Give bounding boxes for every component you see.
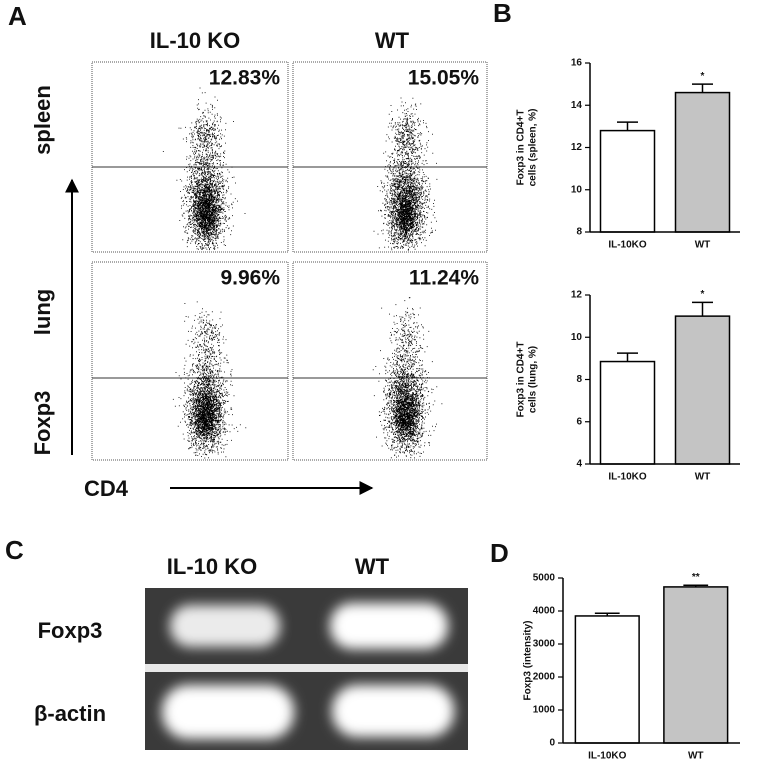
gel-column: IL-10 KO	[167, 554, 257, 579]
bar	[574, 615, 640, 744]
bar	[663, 586, 729, 744]
y-axis-label: cells (spleen, %)	[528, 109, 539, 187]
x-tick-label: WT	[695, 472, 711, 483]
y-tick-label: 12	[571, 142, 583, 153]
y-tick-label: 3000	[533, 639, 556, 650]
x-tick-label: WT	[695, 240, 711, 251]
bar	[599, 129, 656, 233]
x-tick-label: IL-10KO	[588, 751, 627, 762]
y-tick-label: 1000	[533, 705, 556, 716]
y-tick-label: 2000	[533, 672, 556, 683]
gel-row: β-actin	[34, 701, 106, 726]
y-tick-label: 8	[576, 374, 582, 385]
y-tick-label: 8	[576, 227, 582, 238]
flow-x-label: CD4	[84, 476, 129, 501]
flow-plot-frame	[292, 261, 488, 461]
y-tick-label: 10	[571, 184, 583, 195]
flow-column: IL-10 KO	[150, 28, 240, 53]
flow-column: WT	[375, 28, 410, 53]
gel	[145, 588, 468, 750]
flow-dots	[172, 301, 247, 459]
significance: *	[701, 289, 705, 300]
bar	[674, 91, 731, 233]
flow-dots	[373, 97, 438, 251]
flow-percentage: 12.83%	[209, 67, 281, 90]
flow-y-label: Foxp3	[30, 391, 55, 456]
flow-plot-frame	[91, 261, 289, 461]
y-axis-label: Foxp3 in CD4+T	[516, 110, 527, 186]
y-tick-label: 4	[576, 459, 582, 470]
y-tick-label: 14	[571, 100, 583, 111]
panel-letter: D	[490, 538, 509, 568]
y-tick-label: 12	[571, 290, 583, 301]
flow-dots	[372, 297, 443, 459]
gel-column: WT	[355, 554, 390, 579]
flow-plot-frame	[292, 61, 488, 253]
flow-row: lung	[30, 289, 55, 335]
x-tick-label: IL-10KO	[608, 472, 647, 483]
significance: *	[701, 71, 705, 82]
y-tick-label: 6	[576, 416, 582, 427]
flow-plot-frame	[91, 61, 289, 253]
y-axis-label: cells (lung, %)	[528, 346, 539, 413]
y-tick-label: 5000	[533, 573, 556, 584]
y-tick-label: 10	[571, 332, 583, 343]
significance: **	[692, 572, 700, 583]
bar	[674, 315, 731, 465]
flow-row: spleen	[30, 85, 55, 155]
panel-letter: C	[5, 535, 24, 565]
panel-letter: B	[493, 0, 512, 28]
panel-letter: A	[8, 1, 27, 31]
y-tick-label: 16	[571, 58, 583, 69]
y-axis-label: Foxp3 (intensity)	[523, 620, 534, 700]
flow-dots	[162, 87, 246, 251]
flow-percentage: 9.96%	[220, 267, 280, 290]
y-tick-label: 0	[549, 738, 555, 749]
flow-plots: 12.83% 15.05% 9.96% 11.24%	[91, 61, 488, 461]
flow-percentage: 11.24%	[409, 267, 479, 290]
x-tick-label: IL-10KO	[608, 240, 647, 251]
gel-row: Foxp3	[38, 618, 103, 643]
bar	[599, 360, 656, 465]
y-axis-label: Foxp3 in CD4+T	[516, 342, 527, 418]
y-tick-label: 4000	[533, 606, 556, 617]
x-tick-label: WT	[688, 751, 704, 762]
flow-percentage: 15.05%	[408, 67, 480, 90]
